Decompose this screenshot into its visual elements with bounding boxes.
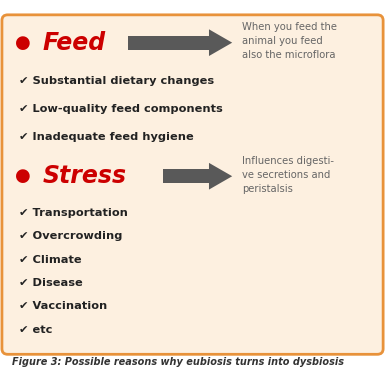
Text: ●: ● [15, 167, 31, 185]
Text: ●: ● [15, 34, 31, 52]
Text: Figure 3: Possible reasons why eubiosis turns into dysbiosis: Figure 3: Possible reasons why eubiosis … [12, 357, 344, 367]
Text: ✔ Inadequate feed hygiene: ✔ Inadequate feed hygiene [19, 132, 194, 142]
Text: ✔ etc: ✔ etc [19, 325, 53, 335]
Text: Stress: Stress [43, 164, 127, 188]
Text: ✔ Vaccination: ✔ Vaccination [19, 301, 108, 311]
Text: ✔ Climate: ✔ Climate [19, 255, 82, 265]
Polygon shape [209, 29, 232, 56]
Text: Influences digesti-
ve secretions and
peristalsis: Influences digesti- ve secretions and pe… [242, 156, 334, 194]
Polygon shape [128, 36, 209, 50]
Text: ✔ Disease: ✔ Disease [19, 278, 83, 288]
Polygon shape [209, 163, 232, 190]
Text: ✔ Overcrowding: ✔ Overcrowding [19, 231, 123, 241]
Text: Feed: Feed [43, 31, 106, 55]
Text: ✔ Transportation: ✔ Transportation [19, 208, 128, 218]
Text: ✔ Substantial dietary changes: ✔ Substantial dietary changes [19, 76, 214, 86]
Polygon shape [163, 169, 209, 183]
Text: When you feed the
animal you feed
also the microflora: When you feed the animal you feed also t… [242, 22, 337, 60]
FancyBboxPatch shape [2, 15, 383, 354]
Text: ✔ Low-quality feed components: ✔ Low-quality feed components [19, 104, 223, 114]
